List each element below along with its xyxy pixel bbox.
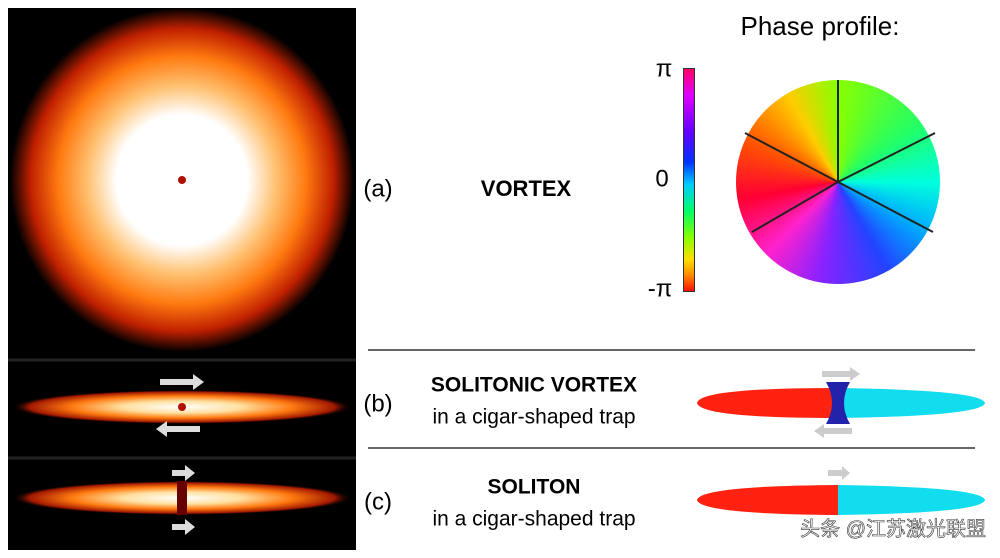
phase-cyan [838, 388, 985, 418]
panel-title: SOLITONIC VORTEX [431, 374, 637, 397]
vortex-core [178, 403, 186, 411]
phase-red [697, 485, 838, 515]
vortex-phase [826, 382, 850, 424]
colorbar-label: -π [648, 275, 673, 302]
phase-cyan [838, 485, 985, 515]
colorbar-label: 0 [655, 165, 668, 192]
panel-title: SOLITON [488, 476, 581, 499]
colorbar-label: π [656, 55, 673, 82]
vortex-core [178, 176, 186, 184]
watermark: 头条 @江苏激光联盟 [800, 517, 986, 540]
phase-title: Phase profile: [741, 11, 900, 41]
panel-subtitle: in a cigar-shaped trap [432, 406, 635, 429]
panel-subtitle: in a cigar-shaped trap [432, 508, 635, 531]
panel-label: (a) [363, 175, 392, 202]
soliton-notch [177, 481, 187, 515]
phase-red [697, 388, 838, 418]
panel-title: VORTEX [481, 176, 572, 201]
phase-arrows [814, 367, 860, 480]
phase-lines [744, 80, 936, 233]
panel-label: (c) [364, 488, 392, 515]
arrows [156, 374, 204, 535]
colorbar [683, 68, 695, 292]
panel-label: (b) [363, 390, 392, 417]
